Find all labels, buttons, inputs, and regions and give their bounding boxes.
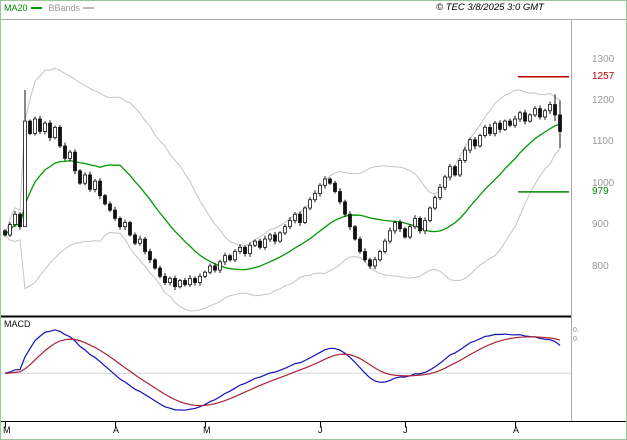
support-level-label: 979 <box>592 186 609 198</box>
month-axis-label: A <box>113 425 120 435</box>
legend: MA20 BBands <box>4 3 101 13</box>
macd-axis-label: 0. <box>573 336 579 343</box>
ma20-legend-label: MA20 <box>4 3 28 13</box>
price-axis-label: 1300 <box>592 53 615 65</box>
price-axis-label: 800 <box>592 260 609 272</box>
price-axis-label: 1000 <box>592 177 615 189</box>
month-axis-label: J <box>403 425 408 435</box>
bbands-legend-swatch-icon <box>83 7 95 9</box>
month-axis-label: M <box>3 425 11 435</box>
ma20-legend-swatch-icon <box>30 7 42 9</box>
price-axis-label: 1100 <box>592 136 614 148</box>
month-axis-label: J <box>318 425 323 435</box>
resistance-level-label: 1257 <box>592 71 615 83</box>
price-axis-label: 1200 <box>592 94 615 106</box>
macd-axis-label: 0. <box>573 327 579 334</box>
bbands-legend-label: BBands <box>48 3 81 13</box>
copyright-text: © TEC 3/8/2025 3:0 GMT <box>436 2 544 13</box>
month-axis-label: A <box>513 425 520 435</box>
month-axis-label: M <box>203 425 211 435</box>
macd-label: MACD <box>4 319 31 329</box>
price-axis-label: 900 <box>592 219 609 231</box>
